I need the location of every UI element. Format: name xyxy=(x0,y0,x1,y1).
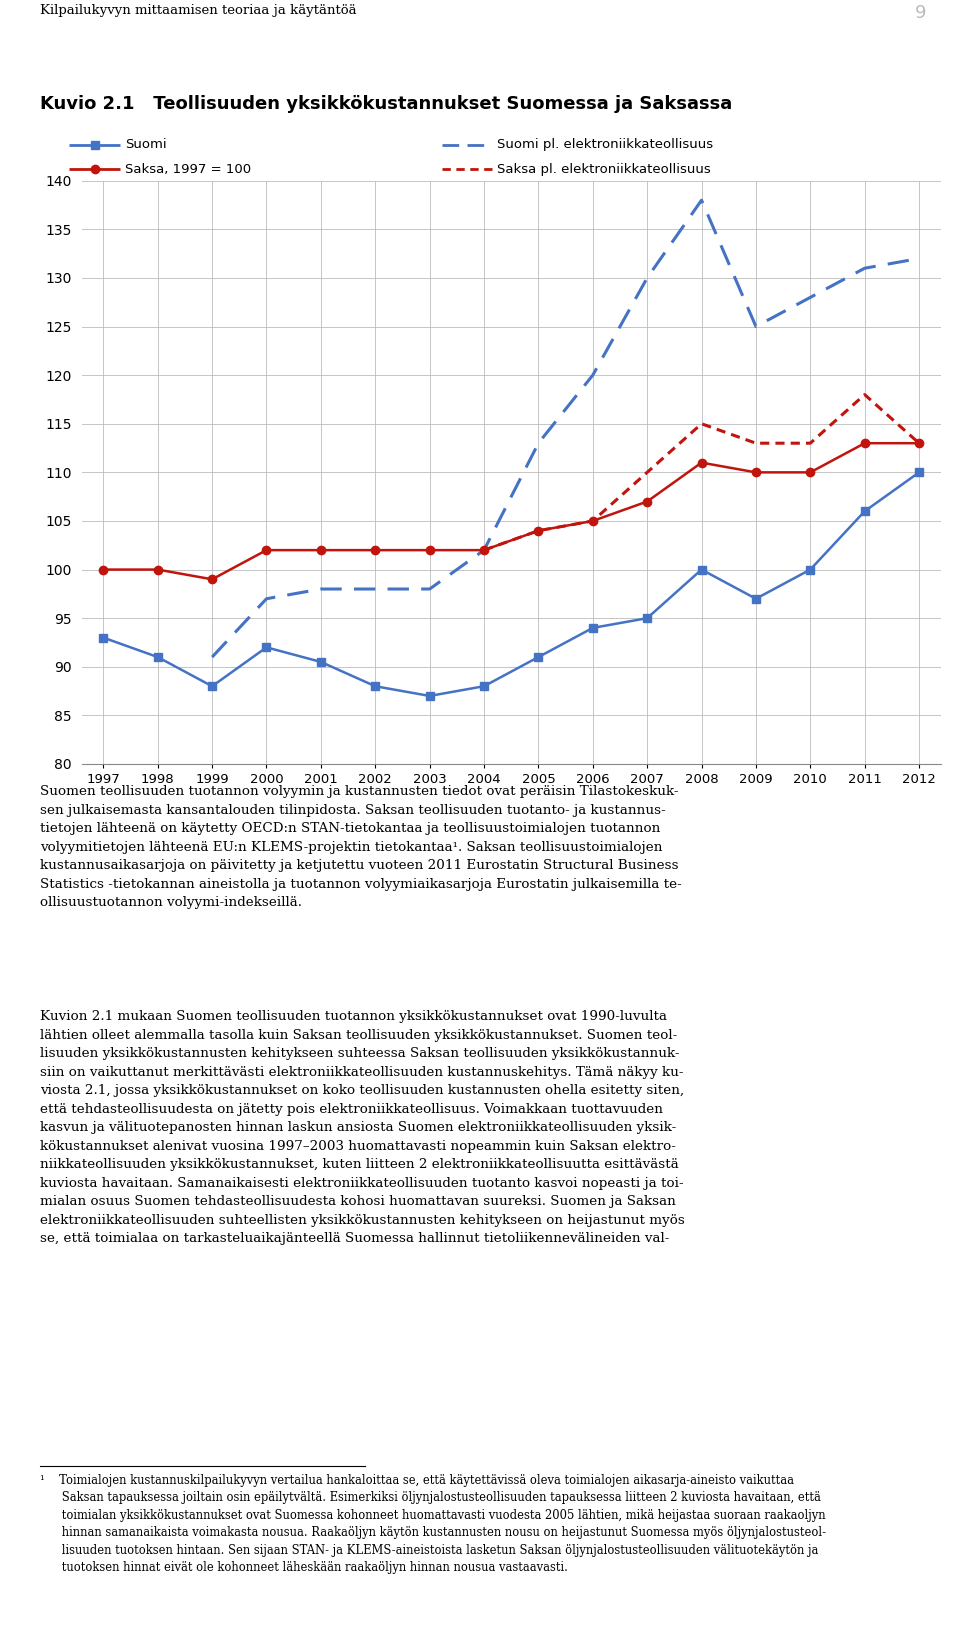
Text: Saksa pl. elektroniikkateollisuus: Saksa pl. elektroniikkateollisuus xyxy=(497,163,711,176)
Text: Kuvio 2.1   Teollisuuden yksikkökustannukset Suomessa ja Saksassa: Kuvio 2.1 Teollisuuden yksikkökustannuks… xyxy=(40,95,732,113)
Text: 9: 9 xyxy=(915,3,926,21)
Text: ¹    Toimialojen kustannuskilpailukyvyn vertailua hankaloittaa se, että käytettä: ¹ Toimialojen kustannuskilpailukyvyn ver… xyxy=(40,1474,827,1574)
Text: Suomen teollisuuden tuotannon volyymin ja kustannusten tiedot ovat peräisin Tila: Suomen teollisuuden tuotannon volyymin j… xyxy=(40,785,682,909)
Text: Kilpailukyvyn mittaamisen teoriaa ja käytäntöä: Kilpailukyvyn mittaamisen teoriaa ja käy… xyxy=(40,3,357,16)
Text: Suomi pl. elektroniikkateollisuus: Suomi pl. elektroniikkateollisuus xyxy=(497,138,713,151)
Text: Kuvion 2.1 mukaan Suomen teollisuuden tuotannon yksikkökustannukset ovat 1990-lu: Kuvion 2.1 mukaan Suomen teollisuuden tu… xyxy=(40,1010,685,1245)
Text: Saksa, 1997 = 100: Saksa, 1997 = 100 xyxy=(125,163,251,176)
Text: Suomi: Suomi xyxy=(125,138,166,151)
